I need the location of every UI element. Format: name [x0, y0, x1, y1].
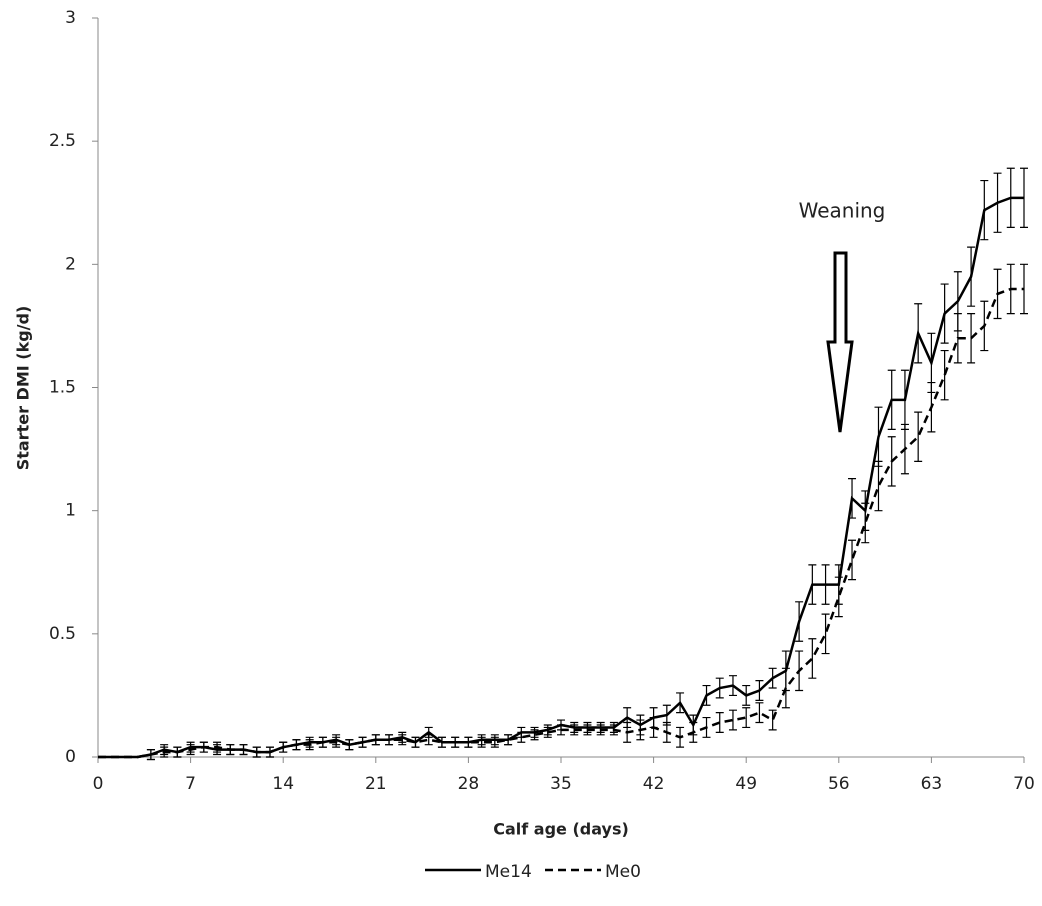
- y-tick-label: 1: [65, 501, 76, 521]
- legend-label: Me14: [485, 862, 532, 882]
- error-bar: [517, 731, 526, 743]
- legend-label: Me0: [605, 862, 641, 882]
- y-tick-label: 0: [65, 747, 76, 767]
- y-tick-label: 1.5: [49, 378, 76, 398]
- weaning-arrow: [826, 251, 854, 433]
- error-bar: [834, 576, 843, 618]
- error-bar: [424, 734, 433, 746]
- error-bar: [940, 349, 949, 401]
- error-bar: [464, 736, 473, 748]
- y-tick-label: 0.5: [49, 624, 76, 644]
- error-bar: [530, 729, 539, 741]
- error-bar: [755, 702, 764, 724]
- y-tick-label: 3: [65, 8, 76, 28]
- error-bar: [385, 734, 394, 746]
- x-axis-label: Calf age (days): [493, 820, 629, 839]
- x-tick-label: 28: [458, 774, 480, 794]
- error-bar: [742, 707, 751, 729]
- x-tick-label: 14: [272, 774, 294, 794]
- error-bar: [821, 613, 830, 655]
- x-tick-label: 63: [921, 774, 943, 794]
- error-bar: [411, 736, 420, 748]
- y-axis-label: Starter DMI (kg/d): [14, 306, 33, 471]
- error-bar: [543, 726, 552, 738]
- y-tick-label: 2: [65, 254, 76, 274]
- error-bar: [477, 736, 486, 748]
- x-tick-label: 49: [735, 774, 757, 794]
- error-bar: [874, 460, 883, 512]
- error-bar: [451, 736, 460, 748]
- x-tick-label: 0: [93, 774, 104, 794]
- error-bar: [371, 734, 380, 746]
- annotation: Weaning: [799, 199, 886, 223]
- error-bar: [808, 638, 817, 679]
- error-bar: [861, 502, 870, 544]
- error-bar: [504, 734, 513, 746]
- x-tick-label: 21: [365, 774, 387, 794]
- x-tick-label: 70: [1013, 774, 1035, 794]
- error-bar: [728, 709, 737, 731]
- error-bar: [848, 539, 857, 581]
- error-bar: [398, 734, 407, 746]
- error-bar: [768, 709, 777, 731]
- x-tick-label: 7: [185, 774, 196, 794]
- error-bar: [715, 712, 724, 733]
- x-tick-label: 42: [643, 774, 665, 794]
- error-bar: [914, 411, 923, 462]
- series-line: [98, 196, 1024, 759]
- y-tick-label: 2.5: [49, 131, 76, 151]
- x-tick-label: 35: [550, 774, 572, 794]
- error-bar: [437, 736, 446, 748]
- series-line: [98, 287, 1024, 759]
- error-bar: [490, 736, 499, 748]
- x-tick-label: 56: [828, 774, 850, 794]
